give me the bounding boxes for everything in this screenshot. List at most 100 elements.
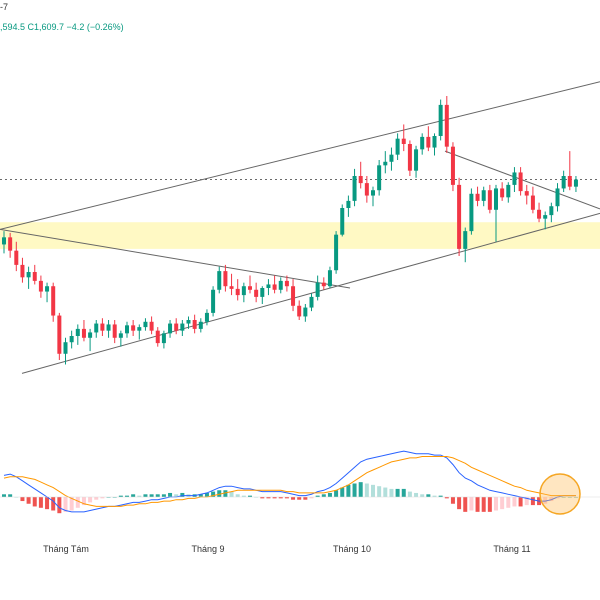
candle-body (309, 296, 314, 308)
candle-body (457, 184, 462, 249)
macd-hist-bar (248, 495, 252, 497)
x-tick-label: Tháng 10 (333, 544, 371, 554)
macd-hist-bar (346, 484, 351, 497)
support-zone (0, 222, 600, 249)
candle-body (395, 138, 400, 155)
macd-hist-bar (143, 494, 148, 497)
candle-body (364, 183, 369, 196)
macd-hist-bar (315, 495, 320, 497)
macd-hist-bar (161, 494, 166, 497)
candle-body (401, 138, 406, 144)
macd-hist-bar (168, 492, 173, 497)
candle-body (291, 286, 296, 306)
macd-hist-bar (518, 497, 523, 507)
candle-body (549, 206, 554, 216)
macd-hist-bar (51, 497, 56, 511)
candle-body (69, 336, 74, 343)
macd-hist-bar (487, 497, 492, 512)
candle-body (168, 323, 173, 334)
macd-hist-bar (8, 494, 13, 497)
macd-hist-bar (81, 497, 86, 506)
macd-line (3, 450, 576, 513)
macd-hist-bar (401, 488, 406, 497)
macd-hist-bar (494, 497, 498, 511)
macd-hist-bar (371, 484, 375, 497)
candle-body (211, 289, 216, 313)
macd-hist-bar (155, 494, 160, 497)
macd-hist-bar (229, 491, 234, 497)
macd-hist-bar (524, 497, 529, 506)
candle-body (481, 190, 486, 201)
candle-body (155, 330, 160, 344)
candle-body (383, 161, 388, 166)
macd-hist-bar (278, 497, 283, 499)
macd-hist-bar (137, 495, 142, 497)
candle-body (407, 144, 412, 171)
macd-hist-bar (260, 497, 265, 499)
macd-hist-bar (106, 497, 111, 498)
candle-body (32, 272, 37, 281)
candle-body (38, 280, 43, 292)
chart-legend-fragment: -7 (0, 2, 9, 12)
macd-hist-bar (340, 487, 345, 497)
candle-body (537, 209, 542, 219)
candle-body (444, 104, 449, 147)
support-zone-band (0, 222, 600, 249)
candle-body (118, 333, 123, 338)
candle-body (524, 191, 529, 196)
x-tick-label: Tháng 9 (191, 544, 224, 554)
macd-hist-bar (506, 497, 511, 508)
macd-hist-bar (500, 497, 505, 510)
candle-body (500, 188, 505, 198)
highlight-circle (539, 473, 581, 515)
candle-body (248, 286, 252, 290)
macd-hist-bar (309, 497, 314, 499)
macd-hist-bar (125, 495, 129, 497)
macd-hist-bar (512, 497, 517, 507)
candle-body (45, 286, 50, 292)
macd-hist-bar (407, 491, 412, 497)
macd-hist-bar (420, 494, 425, 497)
macd-hist-bar (297, 497, 302, 500)
candle-body (475, 193, 480, 201)
candle-body (161, 333, 166, 344)
candle-body (143, 321, 148, 328)
candle-body (235, 288, 240, 296)
macd-hist-bar (235, 494, 240, 497)
macd-hist-bar (284, 497, 289, 499)
candle-body (229, 286, 234, 289)
candle-body (260, 288, 265, 297)
macd-hist-bar (561, 497, 566, 498)
macd-hist-bar (272, 497, 277, 499)
candle-body (63, 342, 68, 354)
candle-body (555, 188, 560, 207)
x-tick-label: Tháng Tám (43, 544, 89, 554)
macd-hist-bar (32, 497, 37, 507)
candle-body (420, 136, 425, 150)
candle-body (494, 188, 498, 210)
macd-hist-bar (254, 497, 259, 498)
macd-hist-bar (266, 497, 271, 499)
candle-body (469, 193, 474, 232)
candle-body (14, 250, 19, 265)
candle-body (450, 146, 455, 185)
candle-body (217, 271, 222, 290)
candle-body (81, 328, 86, 338)
candle-body (284, 280, 289, 287)
candle-body (272, 284, 277, 290)
macd-hist-bar (358, 482, 363, 497)
macd-hist-bar (327, 492, 332, 497)
candle-body (518, 172, 523, 192)
candle-body (567, 176, 572, 187)
macd-hist-bar (475, 497, 480, 512)
candle-body (137, 327, 142, 331)
candle-body (346, 200, 351, 208)
macd-hist-bar (75, 497, 80, 508)
macd-hist-bar (100, 497, 105, 499)
candle-body (414, 149, 419, 171)
candle-body (26, 272, 31, 278)
candle-body (204, 312, 209, 322)
macd-hist-bar (383, 487, 388, 497)
macd-hist-bar (573, 497, 578, 498)
